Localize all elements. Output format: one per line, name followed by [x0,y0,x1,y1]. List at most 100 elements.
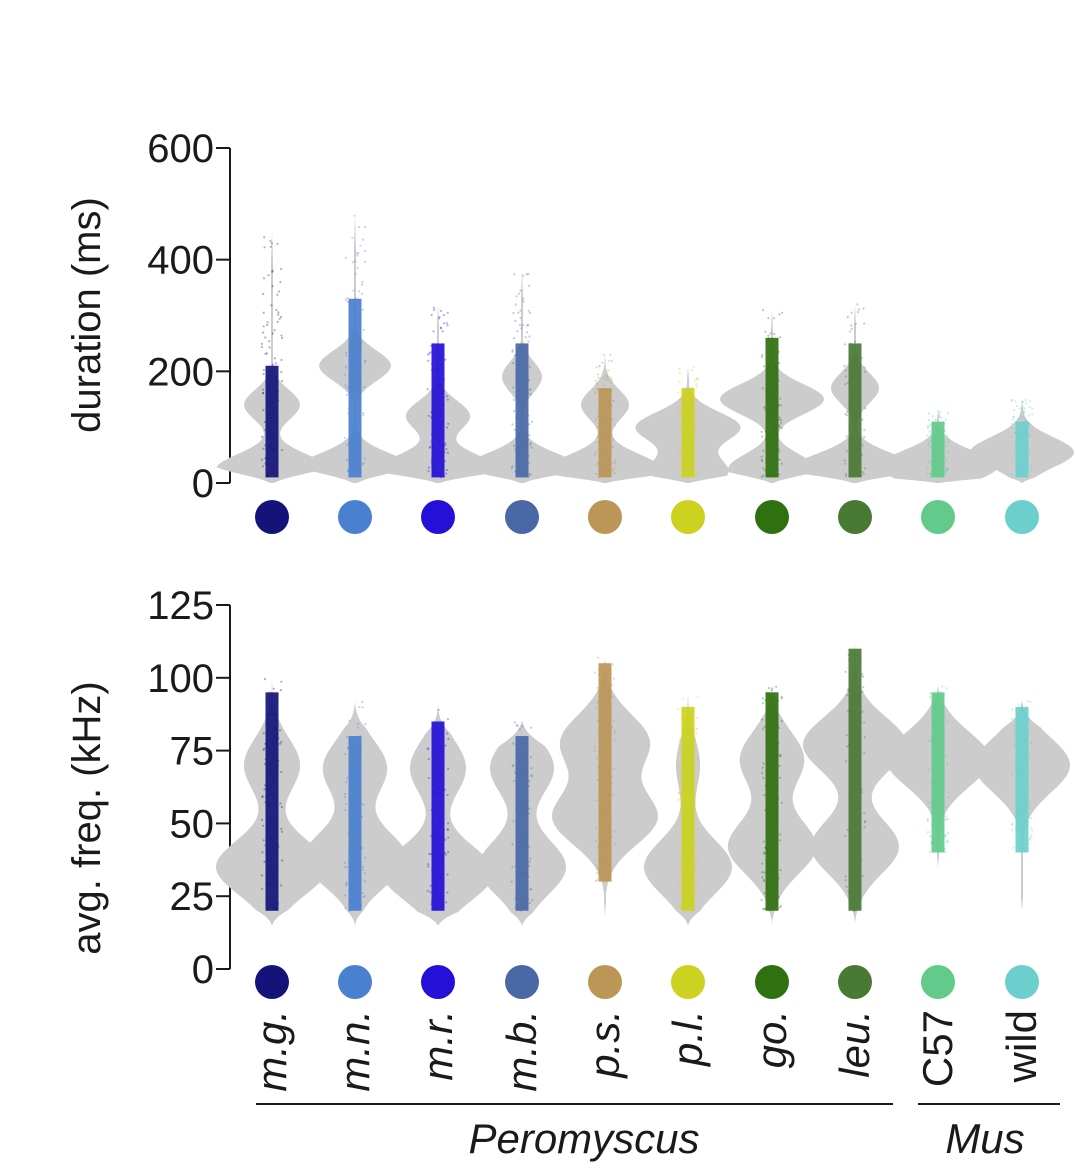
frequency-point [694,879,697,882]
duration-point [354,297,357,300]
frequency-point [929,851,932,854]
duration-point [430,411,433,414]
frequency-point [780,801,784,805]
frequency-point [764,852,767,855]
duration-point [271,471,274,474]
frequency-point [265,788,268,791]
duration-point [690,466,693,469]
frequency-point [762,852,765,855]
frequency-point [692,757,695,760]
duration-point [760,430,763,433]
frequency-point [679,812,682,815]
duration-point [511,423,514,426]
duration-point [1014,420,1017,423]
frequency-point [348,848,351,852]
duration-point [605,374,608,377]
duration-point [683,451,687,454]
duration-point [760,455,763,458]
frequency-point [266,722,269,726]
duration-point [850,454,854,457]
frequency-point [346,736,349,739]
frequency-point [847,653,850,657]
duration-point [688,455,691,458]
frequency-point [607,669,610,672]
frequency-point [690,856,694,860]
frequency-point [850,754,853,758]
duration-point [344,366,348,369]
frequency-category-dot-5 [671,965,705,999]
frequency-point [435,850,438,854]
duration-point [1031,413,1034,416]
duration-point [268,444,271,448]
duration-point [944,418,947,421]
duration-point [690,446,693,449]
duration-point [260,342,263,345]
duration-point [511,386,514,389]
duration-point [513,273,516,276]
duration-point [1018,452,1021,455]
duration-point [932,441,935,444]
frequency-point [429,852,432,856]
duration-point [446,311,449,314]
duration-point [932,454,935,457]
duration-point [929,461,932,464]
duration-point [528,284,531,287]
frequency-point [680,777,683,780]
duration-point [778,362,781,365]
frequency-points-5 [676,696,700,912]
frequency-point [765,691,768,694]
duration-point [1014,442,1017,445]
frequency-point [356,790,359,793]
duration-y-tick-label: 600 [147,127,214,171]
duration-point [362,328,365,331]
duration-point [363,361,367,364]
frequency-point [859,733,862,736]
duration-point [696,378,699,381]
frequency-point [678,739,681,742]
duration-point [939,416,943,419]
duration-point [268,346,271,349]
duration-point [607,369,610,372]
frequency-point [694,893,697,896]
frequency-point [1021,720,1024,723]
frequency-point [519,756,522,759]
frequency-point [1013,731,1016,735]
duration-point [854,340,857,343]
frequency-point [1013,728,1017,731]
frequency-point [437,833,440,836]
frequency-point [933,740,936,743]
duration-point [350,374,353,377]
duration-point [605,436,608,439]
duration-category-dot-8 [921,500,955,534]
duration-point [933,426,936,430]
duration-point [527,392,530,395]
frequency-point [930,781,933,784]
duration-point [271,400,274,403]
duration-point [434,441,437,444]
duration-point [264,462,267,465]
frequency-point [363,895,366,898]
frequency-point [444,838,447,841]
frequency-point [687,744,690,747]
frequency-point [926,819,929,822]
duration-point [262,311,265,314]
group-brackets: Peromyscus Mus [256,1103,1060,1162]
duration-point [935,468,938,471]
duration-point [263,246,266,249]
frequency-point [779,868,782,872]
duration-point [262,388,265,391]
duration-point [267,416,270,419]
duration-point [940,472,943,475]
frequency-point [266,742,269,745]
frequency-point [345,802,348,806]
duration-point [689,424,693,427]
frequency-point [361,865,365,869]
frequency-point [361,868,365,872]
duration-point [265,352,268,355]
duration-point [1019,429,1022,432]
frequency-point [524,844,527,848]
duration-point [943,429,947,432]
frequency-point [261,795,264,798]
duration-point [683,446,686,449]
